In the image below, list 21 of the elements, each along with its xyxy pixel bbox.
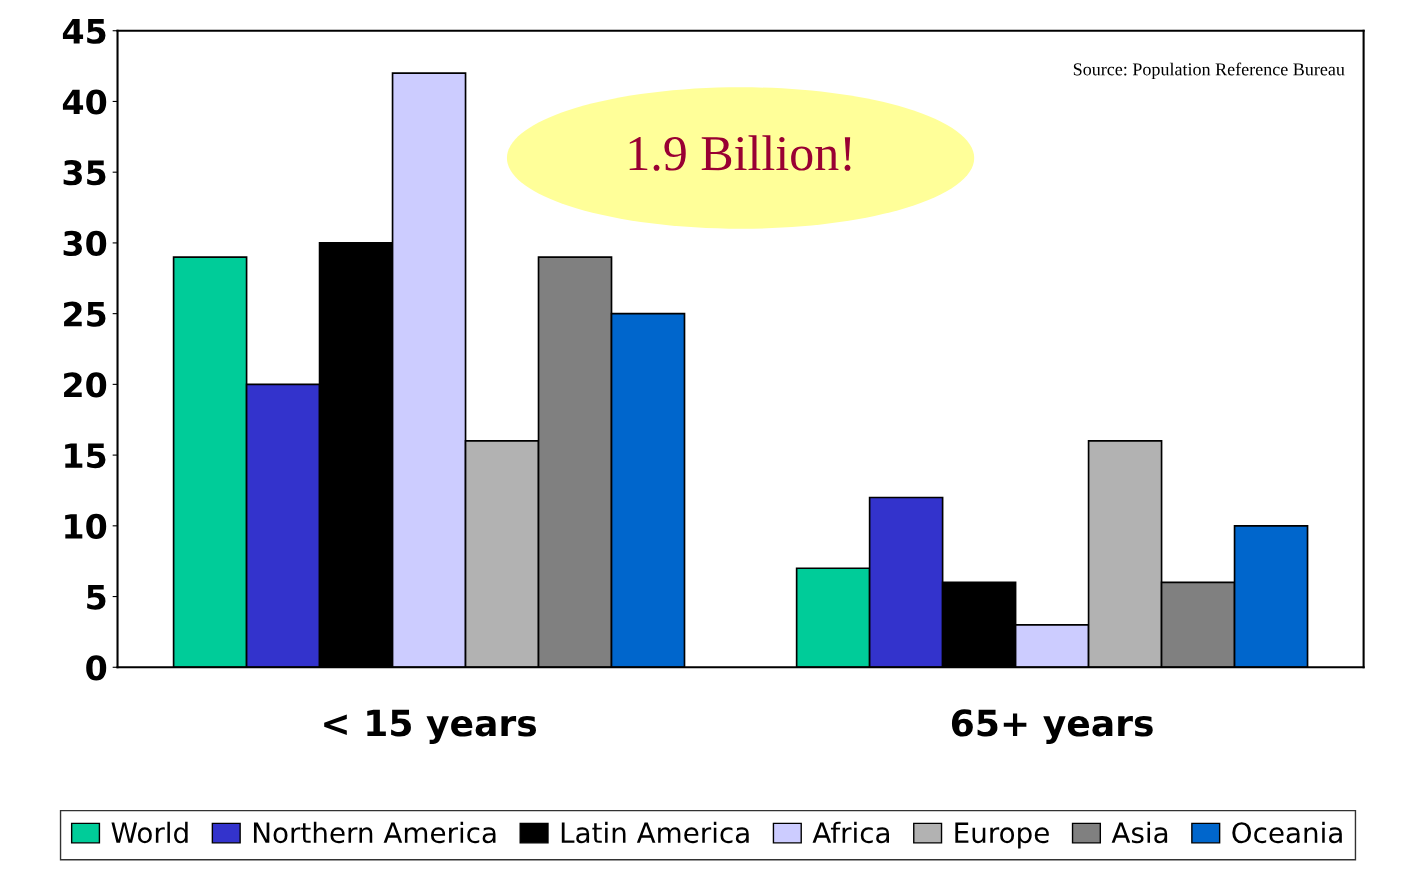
y-tick-label: 0: [86, 655, 107, 681]
x-tick-label: 65+ years: [951, 709, 1153, 744]
y-tick-label: 30: [63, 230, 107, 257]
legend-label: Europe: [955, 822, 1049, 849]
y-tick-label: 10: [65, 513, 107, 539]
y-tick-label: 15: [65, 443, 106, 469]
legend-label: Latin America: [561, 821, 749, 844]
y-tick-label: 5: [87, 584, 106, 610]
annotation: 1.9 Billion!: [629, 135, 851, 171]
y-tick-label: 20: [64, 372, 107, 398]
legend-label: Africa: [812, 821, 890, 844]
annotation: Source: Population Reference Bureau: [1073, 62, 1345, 80]
legend-label: World: [111, 821, 188, 844]
x-tick-label: < 15 years: [324, 709, 537, 744]
legend-label: Oceania: [1232, 821, 1342, 844]
y-tick-label: 45: [62, 19, 106, 44]
y-tick-label: 35: [63, 160, 106, 186]
legend-label: Asia: [1111, 821, 1168, 844]
y-tick-label: 40: [62, 89, 107, 115]
legend-label: Northern America: [253, 821, 496, 844]
y-tick-label: 25: [64, 301, 106, 327]
